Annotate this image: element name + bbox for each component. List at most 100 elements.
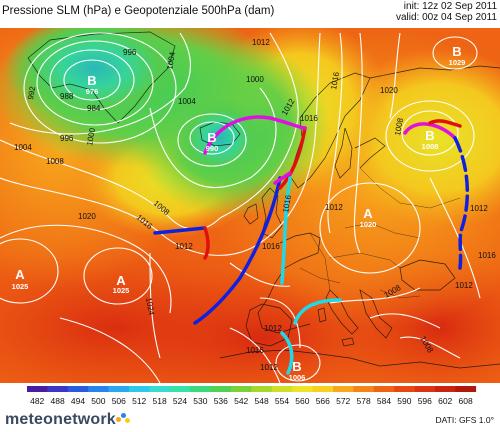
scale-tick-label: 512 (132, 396, 146, 406)
isobar-label: 1000 (246, 75, 264, 84)
scale-color-cell (271, 386, 293, 392)
scale-color-cell (292, 386, 313, 392)
isobar-label: 1024 (144, 297, 156, 317)
isobar-label: 988 (60, 92, 74, 101)
isobar-label: 1008 (46, 157, 64, 166)
logo-dots-icon (115, 411, 130, 423)
scale-color-cell (129, 386, 150, 392)
center-type: A (363, 206, 373, 221)
isobar-label: 1020 (78, 212, 96, 221)
center-type: B (207, 130, 216, 145)
scale-tick-label: 584 (377, 396, 391, 406)
map-title: Pressione SLM (hPa) e Geopotenziale 500h… (2, 5, 275, 17)
scale-color-cell (312, 386, 334, 392)
isobar-label: 1012 (470, 204, 488, 213)
scale-tick-label: 482 (30, 396, 44, 406)
scale-tick-label: 608 (459, 396, 473, 406)
center-type: B (452, 44, 461, 59)
init-time: init: 12z 02 Sep 2011 (403, 1, 497, 12)
scale-tick-label: 602 (438, 396, 452, 406)
scale-tick-label: 566 (316, 396, 330, 406)
scale-color-cell (47, 386, 69, 392)
scale-color-cell (108, 386, 130, 392)
scale-tick-label: 506 (112, 396, 126, 406)
scale-color-cell (373, 386, 395, 392)
center-value: 976 (86, 87, 99, 96)
meteonetwork-logo: meteonetwork (5, 411, 130, 429)
scale-color-cell (149, 386, 171, 392)
trough-line (280, 331, 294, 375)
isobar-label: 1012 (264, 324, 282, 333)
scale-tick-label: 518 (153, 396, 167, 406)
occluded-front (403, 122, 457, 140)
scale-color-cell (231, 386, 252, 392)
scale-color-cell (455, 386, 477, 392)
data-source: DATI: GFS 1.0° (435, 415, 494, 425)
scale-color-cell (210, 386, 232, 392)
weather-fronts (153, 115, 470, 375)
cold-front (453, 136, 470, 270)
scale-tick-label: 578 (357, 396, 371, 406)
scale-tick-label: 590 (397, 396, 411, 406)
warm-front (278, 126, 307, 190)
scale-color-cell (435, 386, 456, 392)
center-value: 1020 (360, 220, 377, 229)
isobar-label: 1012 (175, 242, 193, 251)
isobar-label: 1020 (380, 86, 398, 95)
center-value: 1006 (289, 373, 306, 382)
isobar-label: 1016 (281, 194, 293, 214)
scale-tick-label: 530 (193, 396, 207, 406)
scale-tick-label: 548 (255, 396, 269, 406)
isobar-label: 1004 (165, 51, 177, 71)
center-type: A (15, 267, 25, 282)
isobar-label: 1012 (325, 203, 343, 212)
trough-line (280, 176, 292, 285)
isobar-label: 1016 (262, 242, 280, 251)
occluded-front (203, 115, 307, 155)
center-value: 990 (206, 144, 219, 153)
center-value: 1025 (113, 286, 130, 295)
center-type: B (87, 73, 96, 88)
warm-front (203, 226, 210, 260)
isobar-label: 996 (123, 48, 137, 57)
weather-map: B 976 B 990 B 1008 A 1025 A 1025 A 1020 … (0, 28, 500, 383)
scale-color-cell (394, 386, 415, 392)
scale-color-cell (251, 386, 273, 392)
scale-color-cell (67, 386, 89, 392)
isobar-label: 1016 (300, 114, 318, 123)
scale-color-cell (333, 386, 354, 392)
scale-tick-label: 536 (214, 396, 228, 406)
occluded-front (273, 171, 292, 185)
isobar-label: 1004 (178, 97, 196, 106)
map-header: Pressione SLM (hPa) e Geopotenziale 500h… (0, 0, 500, 28)
isobar-label: 992 (26, 85, 37, 100)
coastlines (27, 31, 500, 369)
isobar-label: 1012 (455, 281, 473, 290)
isobar-label: 1016 (478, 251, 496, 260)
scale-tick-label: 524 (173, 396, 187, 406)
scale-tick-label: 596 (418, 396, 432, 406)
isobar-label: 1016 (246, 346, 264, 355)
geopotential-color-scale: 482 488 494 500 506 512 518 524 530 536 542 548 554 5… (27, 386, 477, 406)
valid-time: valid: 00z 04 Sep 2011 (395, 12, 497, 23)
isobar-label: 1000 (85, 127, 97, 147)
scale-color-cell (190, 386, 211, 392)
scale-tick-label: 560 (295, 396, 309, 406)
isobar-label: 1012 (260, 363, 278, 372)
center-value: 1025 (12, 282, 29, 291)
logo-text: meteonetwork (5, 411, 116, 428)
scale-color-cell (414, 386, 436, 392)
isobar-label: 1004 (14, 143, 32, 152)
isobar-label: 984 (87, 104, 101, 113)
scale-tick-label: 554 (275, 396, 289, 406)
scale-tick-label: 488 (51, 396, 65, 406)
scale-tick-label: 500 (91, 396, 105, 406)
cold-front (153, 226, 207, 235)
scale-color-cell (88, 386, 109, 392)
center-type: B (425, 128, 434, 143)
scale-color-cell (169, 386, 191, 392)
scale-color-cell (27, 386, 48, 392)
scale-color-cell (353, 386, 375, 392)
center-type: B (292, 359, 301, 374)
scale-tick-label: 572 (336, 396, 350, 406)
